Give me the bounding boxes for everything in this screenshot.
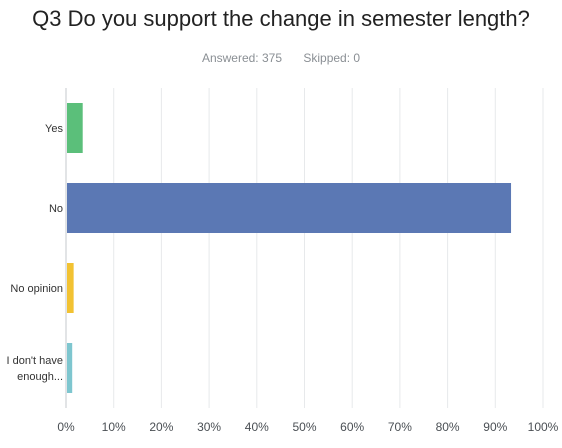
x-tick-label: 70% (388, 420, 412, 434)
bar[interactable] (67, 343, 73, 393)
bar[interactable] (67, 263, 74, 313)
x-tick-label: 10% (102, 420, 126, 434)
x-tick-label: 30% (197, 420, 221, 434)
response-stats: Answered: 375 Skipped: 0 (0, 51, 562, 65)
bars (67, 103, 512, 393)
x-tick-label: 0% (57, 420, 75, 434)
x-tick-label: 80% (436, 420, 460, 434)
bar[interactable] (67, 103, 83, 153)
bar[interactable] (67, 183, 512, 233)
category-label: No opinion (10, 283, 63, 295)
category-label: Yes (45, 123, 63, 135)
x-tick-labels: 0% 10% 20% 30% 40% 50% 60% 70% 80% 90% 100% (57, 420, 558, 434)
x-tick-label: 40% (245, 420, 269, 434)
x-tick-label: 50% (292, 420, 316, 434)
category-label: enough... (17, 371, 63, 383)
x-tick-label: 60% (340, 420, 364, 434)
category-labels: Yes No No opinion I don't have enough... (6, 123, 63, 383)
category-label: No (49, 203, 63, 215)
answered-count: Answered: 375 (201, 51, 282, 65)
x-tick-label: 100% (528, 420, 559, 434)
category-label: I don't have (6, 355, 63, 367)
skipped-count: Skipped: 0 (303, 51, 361, 65)
x-tick-label: 20% (149, 420, 173, 434)
grid-lines (65, 88, 544, 408)
question-title: Q3 Do you support the change in semester… (32, 6, 530, 31)
x-tick-label: 90% (483, 420, 507, 434)
